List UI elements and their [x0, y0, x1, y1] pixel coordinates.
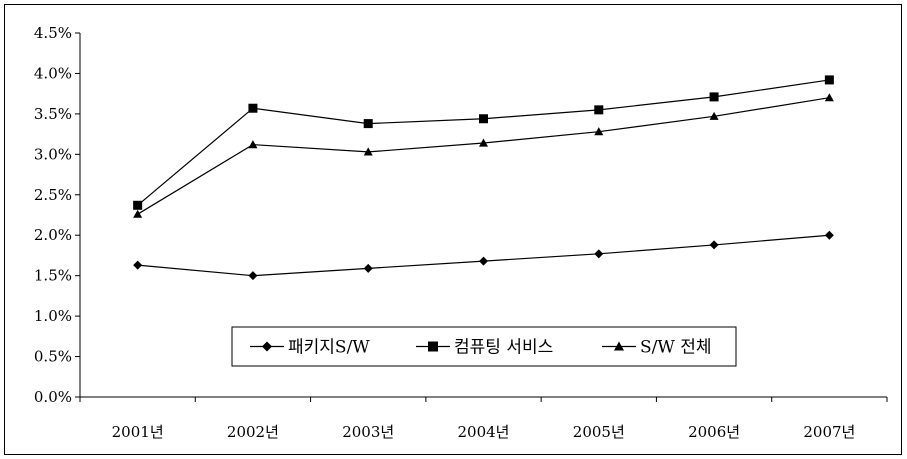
- legend-marker-triangle: [614, 341, 624, 351]
- x-tick-label: 2007년: [803, 423, 855, 441]
- data-point-diamond: [709, 240, 719, 250]
- legend-item: 컴퓨팅 서비스: [416, 338, 553, 358]
- data-point-triangle: [709, 111, 719, 120]
- y-tick-label: 0.0%: [34, 388, 72, 406]
- data-point-triangle: [479, 138, 488, 147]
- data-point-diamond: [133, 260, 143, 270]
- y-tick-label: 4.5%: [34, 24, 72, 42]
- y-tick-label: 1.0%: [34, 307, 72, 325]
- x-axis: 2001년 2002년 2003년 2004년 2005년 2006년 2007년: [79, 396, 888, 441]
- y-tick-label: 2.0%: [34, 226, 72, 244]
- legend-label: 컴퓨팅 서비스: [454, 338, 553, 358]
- data-point-diamond: [594, 249, 604, 259]
- x-tick-label: 2003년: [342, 423, 394, 441]
- data-point-triangle: [363, 147, 373, 156]
- y-tick-label: 4.0%: [34, 64, 72, 82]
- legend-marker-diamond: [262, 341, 272, 352]
- y-tick-label: 3.5%: [34, 105, 72, 123]
- y-axis: 0.0% 0.5% 1.0% 1.5% 2.0% 2.5% 3.0% 3.5% 4.0% 4.5%: [34, 24, 81, 406]
- legend-item: 패키지S/W: [250, 338, 370, 358]
- legend-item: S/W 전체: [602, 338, 712, 358]
- series-line: [137, 234, 830, 277]
- x-tick-label: 2006년: [688, 423, 740, 441]
- data-point-triangle: [824, 93, 834, 102]
- data-point-triangle: [248, 140, 258, 149]
- series-square: [133, 75, 834, 210]
- data-point-triangle: [594, 127, 604, 136]
- data-point-square: [824, 75, 834, 85]
- x-tick-label: 2002년: [227, 423, 279, 441]
- series-triangle: [133, 93, 834, 218]
- data-point-diamond: [824, 230, 834, 240]
- y-tick-label: 2.5%: [34, 186, 72, 204]
- chart-frame: [4, 4, 902, 455]
- y-tick-label: 1.5%: [34, 267, 72, 285]
- legend: 패키지S/W 컴퓨팅 서비스 S/W 전체: [231, 326, 737, 367]
- data-point-square: [133, 200, 143, 210]
- x-tick-label: 2004년: [458, 423, 510, 441]
- data-point-square: [709, 92, 719, 102]
- y-tick-label: 3.0%: [34, 145, 72, 163]
- series-diamond: [133, 230, 834, 281]
- x-tick-label: 2005년: [573, 423, 625, 441]
- series-layer: [133, 75, 834, 281]
- data-point-triangle: [133, 209, 143, 218]
- legend-box: [231, 326, 737, 367]
- x-tick-label: 2001년: [112, 423, 164, 441]
- legend-marker-square: [428, 341, 438, 352]
- data-point-square: [248, 103, 258, 113]
- data-point-square: [363, 119, 373, 129]
- y-tick-label: 0.5%: [34, 348, 72, 366]
- data-point-square: [594, 105, 604, 115]
- data-point-square: [479, 114, 488, 124]
- data-point-diamond: [479, 256, 488, 266]
- data-point-diamond: [248, 271, 258, 281]
- data-point-diamond: [363, 263, 373, 273]
- legend-label: 패키지S/W: [288, 338, 370, 358]
- legend-label: S/W 전체: [640, 338, 712, 358]
